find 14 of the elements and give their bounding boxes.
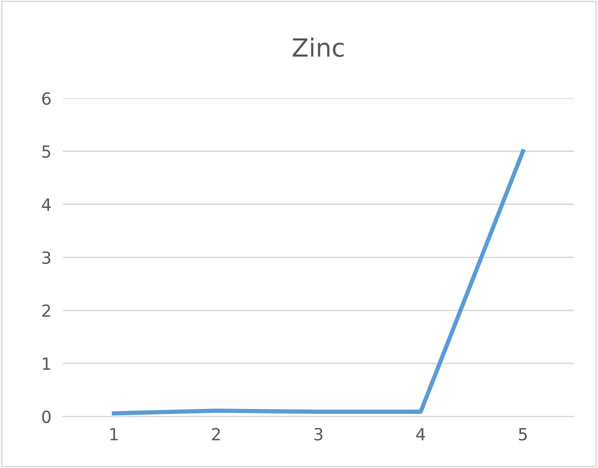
- x-tick-label: 3: [314, 428, 322, 441]
- chart-title: Zinc: [292, 38, 344, 57]
- x-tick-label: 4: [416, 428, 426, 440]
- y-tick-label: 0: [42, 410, 51, 424]
- x-tick-label: 1: [110, 428, 118, 440]
- y-tick-label: 2: [42, 304, 50, 317]
- line-series: [112, 149, 526, 416]
- y-tick-label: 5: [42, 146, 50, 158]
- x-tick-label: 2: [212, 428, 220, 440]
- y-tick-label: 4: [42, 198, 51, 211]
- y-tick-label: 3: [42, 251, 50, 264]
- y-tick-label: 1: [42, 358, 50, 370]
- x-tick-label: 5: [518, 428, 527, 441]
- y-tick-label: 6: [42, 92, 51, 105]
